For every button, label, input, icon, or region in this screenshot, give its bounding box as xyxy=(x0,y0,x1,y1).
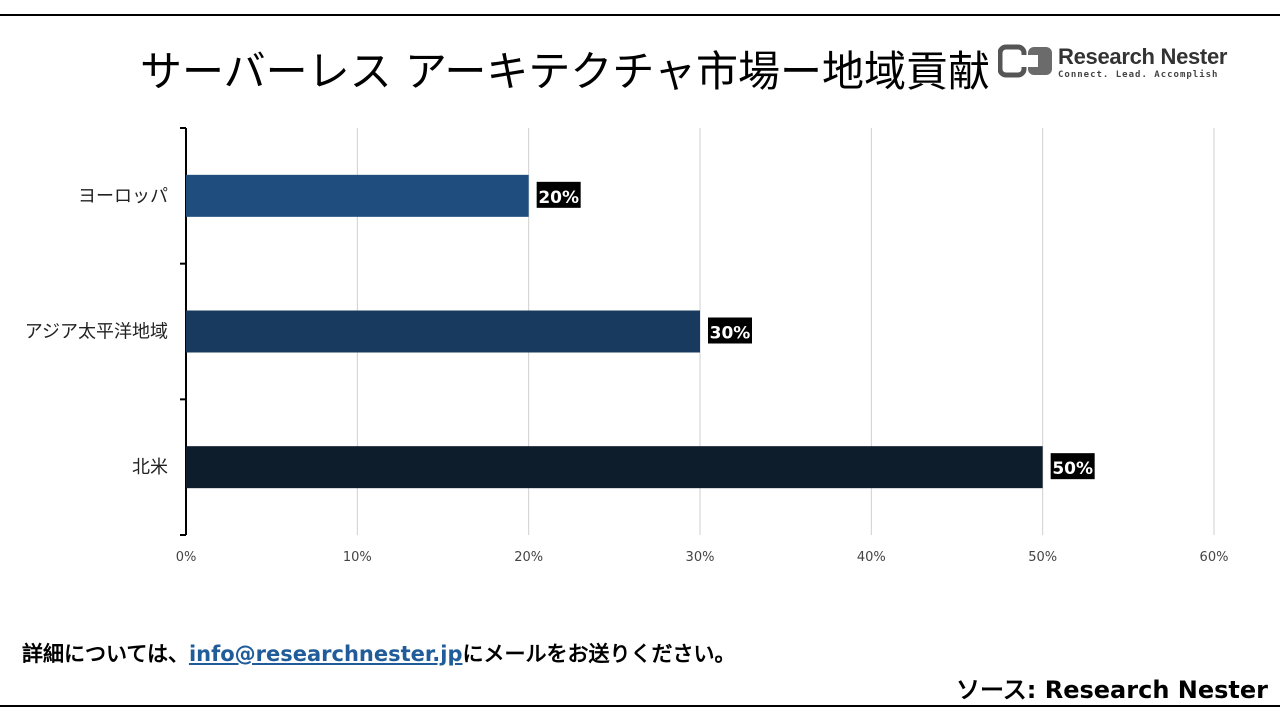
logo-name: Research Nester xyxy=(1058,44,1228,69)
value-label-box xyxy=(708,317,752,344)
x-tick-label: 60% xyxy=(1200,550,1229,565)
bar xyxy=(186,446,1043,489)
contact-email-link[interactable]: info@researchnester.jp xyxy=(188,642,463,666)
bar-chart: ヨーロッパ 20% アジア太平洋地域 30% 北米 50% 0% 10% 20% 30% 40% 50… xyxy=(25,127,1229,565)
logo: Research Nester Connect. Lead. Accomplis… xyxy=(997,44,1227,84)
x-tick-label: 20% xyxy=(514,550,543,565)
value-label: 50% xyxy=(1052,459,1093,479)
contact-prefix: 詳細については、 xyxy=(22,642,189,666)
top-rule xyxy=(0,14,1280,16)
x-tick-label: 10% xyxy=(343,550,372,565)
x-tick-label: 0% xyxy=(176,550,197,565)
value-label: 30% xyxy=(710,324,751,344)
category-label: アジア太平洋地域 xyxy=(25,322,168,343)
category-label: 北米 xyxy=(132,457,168,478)
x-tick-label: 30% xyxy=(686,550,715,565)
x-tick-label: 40% xyxy=(857,550,886,565)
bar xyxy=(186,174,529,217)
value-label-box xyxy=(536,181,581,208)
chart-title: サーバーレス アーキテクチャ市場ー地域貢献 xyxy=(140,47,990,96)
contact-note: 詳細については、info@researchnester.jpにメールをお送りくだ… xyxy=(22,638,735,668)
logo-tagline: Connect. Lead. Accomplish xyxy=(1058,70,1219,80)
bottom-rule xyxy=(0,705,1280,707)
value-label-box xyxy=(1050,453,1095,480)
bar xyxy=(186,310,700,353)
contact-suffix: にメールをお送りください。 xyxy=(462,642,736,666)
research-nester-logo-icon xyxy=(997,44,1052,78)
x-tick-label: 50% xyxy=(1028,550,1057,565)
category-label: ヨーロッパ xyxy=(78,186,168,207)
value-label: 20% xyxy=(538,188,579,208)
source-label: ソース: Research Nester xyxy=(955,676,1268,704)
